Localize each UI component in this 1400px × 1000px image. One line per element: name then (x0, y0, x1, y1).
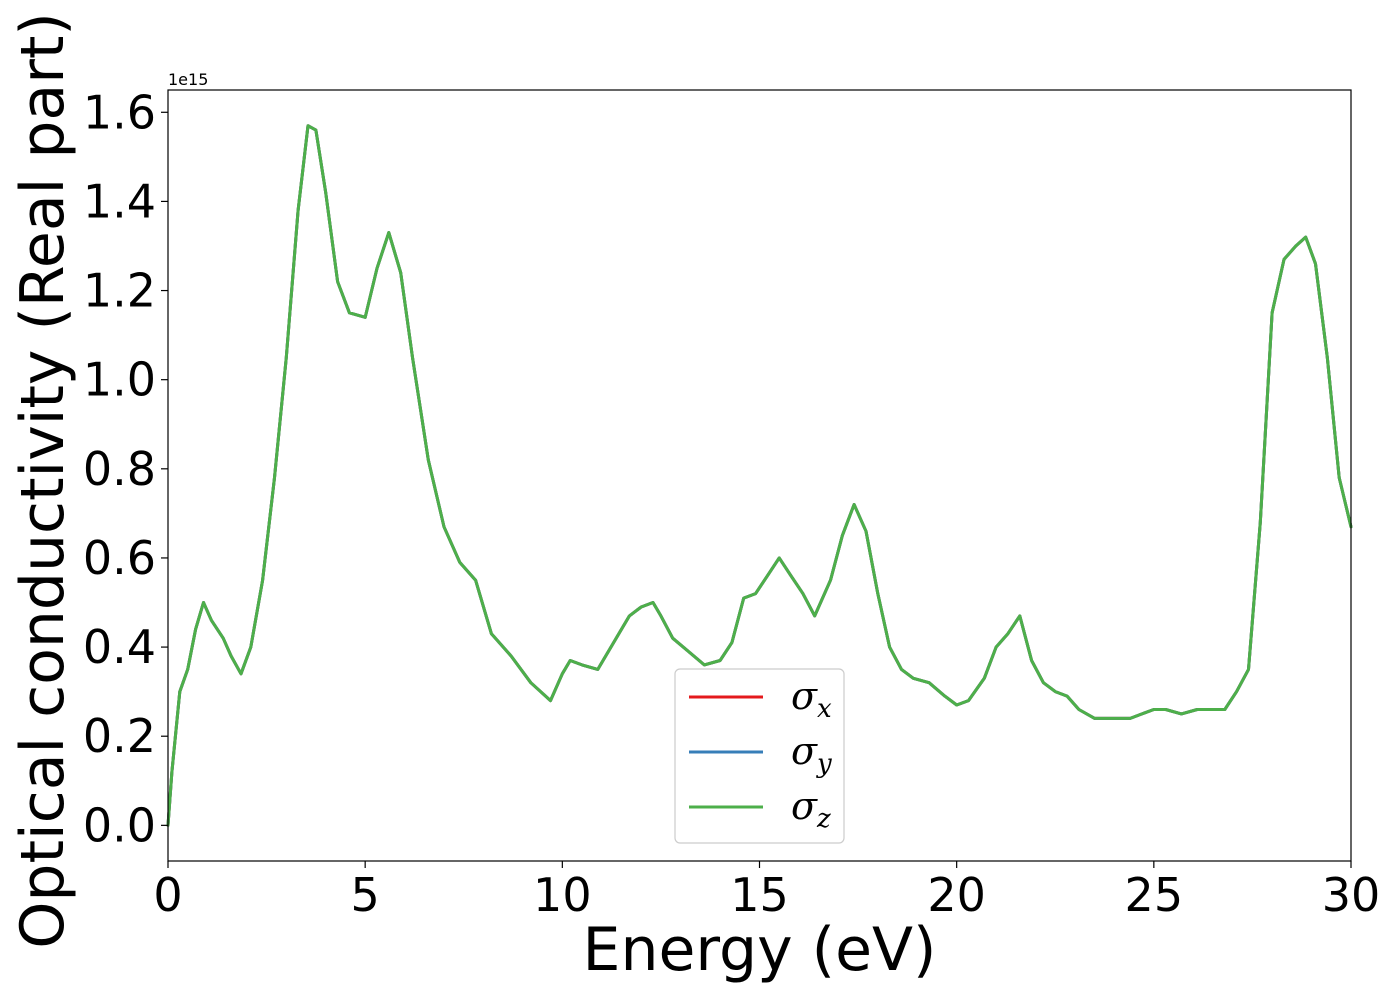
y-tick-label: 0.6 (83, 531, 156, 585)
x-tick-label: 5 (351, 868, 380, 922)
x-axis-label: Energy (eV) (583, 915, 937, 985)
legend-label-z: σz (791, 784, 831, 834)
legend-box (674, 668, 845, 844)
y-axis-label: Optical conductivity (Real part) (8, 12, 78, 949)
x-tick-label: 30 (1322, 868, 1381, 922)
x-tick-label: 15 (730, 868, 789, 922)
x-tick-label: 0 (153, 868, 182, 922)
legend-label-x: σx (791, 674, 832, 724)
x-axis-ticks: 0 5 10 15 20 25 30 (153, 861, 1380, 922)
x-tick-label: 20 (927, 868, 986, 922)
x-tick-label: 25 (1125, 868, 1184, 922)
y-tick-label: 0.0 (83, 798, 156, 852)
series-layer (166, 124, 1353, 827)
y-tick-label: 0.8 (83, 442, 156, 496)
x-tick-label: 10 (533, 868, 592, 922)
legend-label-y: σy (791, 729, 832, 779)
y-tick-label: 1.6 (83, 85, 156, 139)
y-tick-label: 1.0 (83, 353, 156, 407)
y-tick-label: 1.4 (83, 174, 156, 228)
y-tick-label: 0.4 (83, 620, 156, 674)
y-axis-ticks: 0.0 0.2 0.4 0.6 0.8 1.0 1.2 1.4 1.6 (83, 85, 168, 852)
y-axis-offset-label: 1e15 (168, 70, 208, 89)
series-line-z (166, 124, 1353, 827)
y-tick-label: 1.2 (83, 264, 156, 318)
y-tick-label: 0.2 (83, 709, 156, 763)
